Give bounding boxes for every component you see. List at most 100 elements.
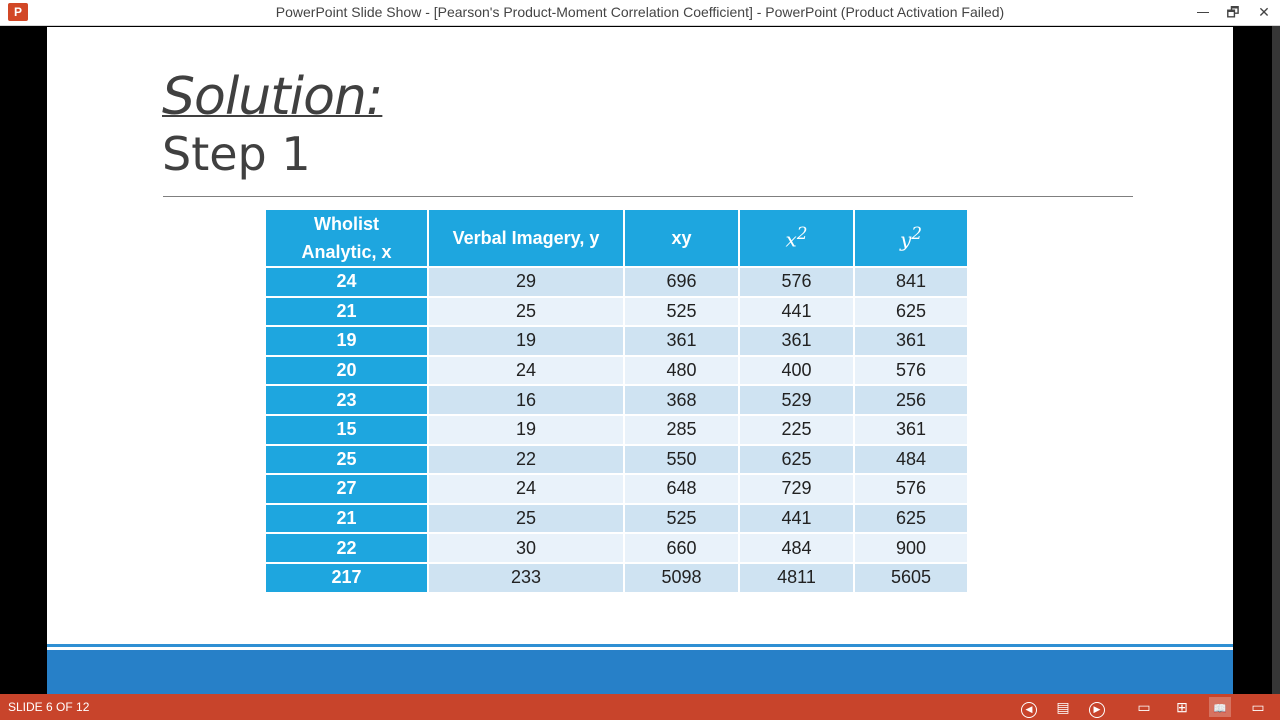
cell-xy: 285: [624, 414, 740, 446]
cell-x: 22: [266, 533, 429, 564]
cell-y-squared: 576: [854, 474, 969, 505]
slide[interactable]: Solution: Step 1 Wholist Analytic, x Ver…: [47, 27, 1233, 694]
slideshow-status-bar: SLIDE 6 OF 12 ◀ ▤ ▶ ▭ ⊞ 📖 ▭: [0, 694, 1280, 720]
next-slide-button[interactable]: ▶: [1086, 697, 1108, 718]
total-x-squared: 4811: [739, 562, 855, 594]
cell-y: 29: [428, 267, 625, 298]
restore-button[interactable]: 🗗: [1226, 4, 1240, 20]
window-title-bar: P PowerPoint Slide Show - [Pearson's Pro…: [0, 0, 1280, 26]
cell-x-squared: 400: [739, 355, 855, 387]
cell-x: 21: [266, 296, 429, 328]
slide-footer-band: [47, 650, 1233, 694]
slide-counter: SLIDE 6 OF 12: [8, 700, 90, 714]
cell-x: 27: [266, 474, 429, 505]
previous-slide-button[interactable]: ◀: [1018, 697, 1040, 718]
cell-x-squared: 576: [739, 267, 855, 298]
cell-y-squared: 625: [854, 503, 969, 535]
table-row: 23 16 368 529 256: [266, 385, 969, 416]
cell-y-squared: 361: [854, 414, 969, 446]
cell-y-squared: 361: [854, 326, 969, 357]
normal-view-icon: ▭: [1137, 699, 1151, 715]
cell-x-squared: 225: [739, 414, 855, 446]
cell-x-squared: 441: [739, 503, 855, 535]
header-xy: xy: [624, 210, 740, 268]
screen-edge: [1272, 26, 1280, 694]
cell-x-squared: 625: [739, 444, 855, 476]
table-header-row: Wholist Analytic, x Verbal Imagery, y xy…: [266, 210, 969, 268]
cell-xy: 525: [624, 296, 740, 328]
cell-xy: 648: [624, 474, 740, 505]
slideshow-view-button[interactable]: ▭: [1247, 697, 1269, 717]
total-xy: 5098: [624, 562, 740, 594]
slide-subtitle: Step 1: [162, 127, 311, 181]
table-row: 15 19 285 225 361: [266, 414, 969, 446]
header-x-line2: Analytic, x: [301, 242, 392, 262]
table-row: 19 19 361 361 361: [266, 326, 969, 357]
header-y-squared-base: y: [900, 227, 912, 252]
cell-x-squared: 484: [739, 533, 855, 564]
header-x-squared-base: x: [785, 227, 797, 252]
header-y-squared: y2: [854, 210, 969, 268]
header-x-line1: Wholist: [314, 214, 379, 234]
table-row: 27 24 648 729 576: [266, 474, 969, 505]
cell-y-squared: 576: [854, 355, 969, 387]
total-y: 233: [428, 562, 625, 594]
total-x: 217: [266, 562, 429, 594]
header-x-squared: x2: [739, 210, 855, 268]
cell-x: 23: [266, 385, 429, 416]
correlation-table: Wholist Analytic, x Verbal Imagery, y xy…: [266, 210, 969, 594]
minimize-button[interactable]: [1188, 0, 1218, 24]
table-row: 21 25 525 441 625: [266, 296, 969, 328]
cell-y-squared: 900: [854, 533, 969, 564]
table-row: 25 22 550 625 484: [266, 444, 969, 476]
cell-xy: 368: [624, 385, 740, 416]
cell-x: 19: [266, 326, 429, 357]
header-y-squared-exp: 2: [911, 224, 922, 244]
table-row: 20 24 480 400 576: [266, 355, 969, 387]
slide-footer-line: [47, 644, 1233, 647]
reading-view-icon: 📖: [1213, 703, 1227, 715]
cell-xy: 550: [624, 444, 740, 476]
table-row: 21 25 525 441 625: [266, 503, 969, 535]
title-divider: [163, 196, 1133, 197]
cell-y-squared: 256: [854, 385, 969, 416]
cell-y-squared: 841: [854, 267, 969, 298]
cell-xy: 361: [624, 326, 740, 357]
cell-xy: 696: [624, 267, 740, 298]
cell-x-squared: 441: [739, 296, 855, 328]
slide-title: Solution:: [162, 67, 383, 127]
table-row: 22 30 660 484 900: [266, 533, 969, 564]
powerpoint-app-icon[interactable]: P: [8, 3, 28, 21]
cell-y: 24: [428, 355, 625, 387]
header-y: Verbal Imagery, y: [428, 210, 625, 268]
cell-y: 25: [428, 296, 625, 328]
cell-x: 21: [266, 503, 429, 535]
notes-button[interactable]: ▤: [1052, 697, 1074, 717]
cell-x: 15: [266, 414, 429, 446]
slide-sorter-icon: ⊞: [1176, 699, 1188, 715]
cell-x-squared: 361: [739, 326, 855, 357]
cell-x: 24: [266, 267, 429, 298]
cell-y: 25: [428, 503, 625, 535]
cell-x: 25: [266, 444, 429, 476]
table-row: 24 29 696 576 841: [266, 267, 969, 298]
notes-icon: ▤: [1056, 699, 1070, 715]
cell-y: 16: [428, 385, 625, 416]
cell-x-squared: 529: [739, 385, 855, 416]
cell-xy: 525: [624, 503, 740, 535]
cell-y: 22: [428, 444, 625, 476]
cell-y: 19: [428, 414, 625, 446]
cell-y-squared: 484: [854, 444, 969, 476]
close-button[interactable]: ✕: [1258, 4, 1270, 20]
cell-xy: 480: [624, 355, 740, 387]
cell-y: 24: [428, 474, 625, 505]
slide-sorter-button[interactable]: ⊞: [1171, 697, 1193, 717]
reading-view-button[interactable]: 📖: [1209, 697, 1231, 717]
total-y-squared: 5605: [854, 562, 969, 594]
cell-x-squared: 729: [739, 474, 855, 505]
header-x-squared-exp: 2: [796, 224, 808, 244]
normal-view-button[interactable]: ▭: [1133, 697, 1155, 717]
window-title: PowerPoint Slide Show - [Pearson's Produ…: [275, 4, 1005, 20]
previous-icon: ◀: [1021, 702, 1037, 718]
slideshow-view-icon: ▭: [1251, 699, 1265, 715]
